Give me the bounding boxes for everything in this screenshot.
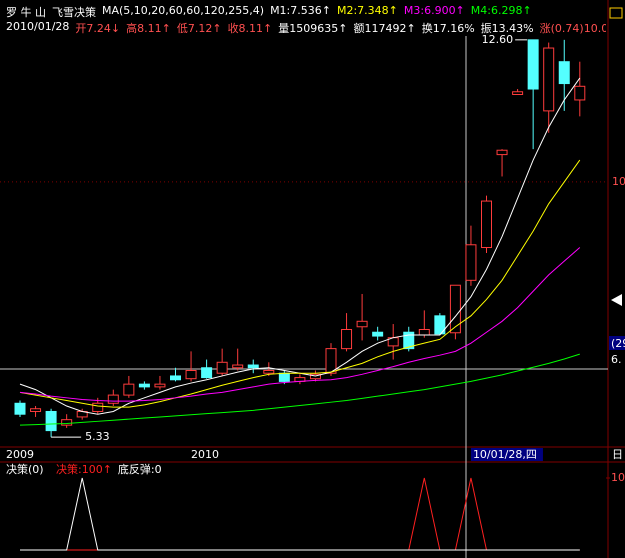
- ma-line: [19, 247, 581, 402]
- candle-body: [356, 320, 368, 328]
- header-item: 量1509635↑: [278, 22, 348, 35]
- candle-body: [278, 372, 290, 382]
- x-tick-label: 2010: [191, 448, 219, 461]
- header-item: 飞雪决策: [52, 6, 96, 19]
- settings-icon[interactable]: [609, 7, 623, 19]
- candle-body: [154, 383, 166, 388]
- candle-body: [92, 402, 104, 412]
- candle-body: [496, 149, 508, 156]
- right-label: 6.: [611, 353, 622, 366]
- header-item: 罗 牛 山: [6, 6, 46, 19]
- header-item: M2:7.348↑: [336, 4, 398, 17]
- right-label: (29: [611, 337, 625, 350]
- candle-body: [45, 410, 57, 432]
- ma-line: [19, 159, 581, 408]
- candle-body: [30, 408, 42, 412]
- header-row2: 2010/01/28 开7.24↓ 高8.11↑ 低7.12↑ 收8.11↑ 量15096…: [6, 20, 606, 36]
- candle-body: [263, 369, 275, 374]
- legend-entry: 决策:100↑: [56, 462, 112, 476]
- candle-body: [123, 383, 135, 396]
- candle-body: [325, 348, 337, 374]
- candle-body: [465, 244, 477, 281]
- candle-body: [247, 364, 259, 369]
- header-item: 高8.11↑: [126, 22, 171, 35]
- candle-body: [418, 328, 430, 336]
- header-item: 涨(0.74)10.04%: [539, 22, 606, 35]
- candle-body: [216, 361, 228, 374]
- x-tick-label: 10/01/28,四: [473, 448, 537, 461]
- candle-body: [138, 383, 150, 388]
- header-item: 2010/01/28: [6, 20, 70, 33]
- period-button: 日: [612, 448, 623, 461]
- candle-body: [309, 373, 321, 380]
- header-item: MA(5,10,20,60,60,120,255,4): [102, 4, 265, 17]
- header-item: 额117492↑: [353, 22, 416, 35]
- candle-body: [434, 315, 446, 335]
- header-item: 收8.11↑: [227, 22, 273, 35]
- candle-body: [341, 328, 353, 350]
- candle-body: [185, 369, 197, 380]
- high-price-label: 12.60: [482, 33, 514, 46]
- header-item: 振13.43%: [480, 22, 534, 35]
- right-label-bg: [609, 352, 625, 366]
- ma-line: [19, 353, 580, 426]
- candle-body: [558, 61, 570, 85]
- right-label-bg: [609, 336, 625, 350]
- y-tick-label: 10: [612, 175, 625, 188]
- candle-body: [14, 402, 26, 415]
- legend-entry: 底反弹:0: [118, 462, 162, 476]
- header-row1: 罗 牛 山飞雪决策 MA(5,10,20,60,60,120,255,4) M1:7…: [6, 4, 606, 20]
- indicator-line: [20, 477, 580, 551]
- x-tick-label: 2009: [6, 448, 34, 461]
- candle-body: [527, 39, 539, 90]
- date-highlight: [470, 448, 543, 461]
- candle-body: [574, 85, 586, 101]
- candle-body: [107, 394, 119, 404]
- panel-title: 决策(0): [6, 462, 44, 476]
- candle-body: [232, 364, 244, 369]
- candle-body: [201, 367, 213, 379]
- header-item: 低7.12↑: [176, 22, 222, 35]
- header-item: M4:6.298↑: [470, 4, 532, 17]
- candle-body: [543, 47, 555, 112]
- header-item: 开7.24↓: [75, 22, 121, 35]
- candle-body: [61, 419, 73, 426]
- price-pointer: [611, 294, 622, 306]
- header-item: 换17.16%: [421, 22, 475, 35]
- candle-body: [449, 284, 461, 334]
- header-item: M1:7.536↑: [270, 4, 331, 17]
- candle-body: [170, 375, 181, 381]
- header-item: M3:6.900↑: [403, 4, 465, 17]
- candle-body: [372, 331, 384, 337]
- candle-body: [403, 331, 415, 350]
- candle-body: [512, 91, 524, 95]
- low-price-label: 5.33: [85, 430, 110, 443]
- y-tick-label: 100: [611, 471, 625, 484]
- candle-body: [481, 200, 492, 249]
